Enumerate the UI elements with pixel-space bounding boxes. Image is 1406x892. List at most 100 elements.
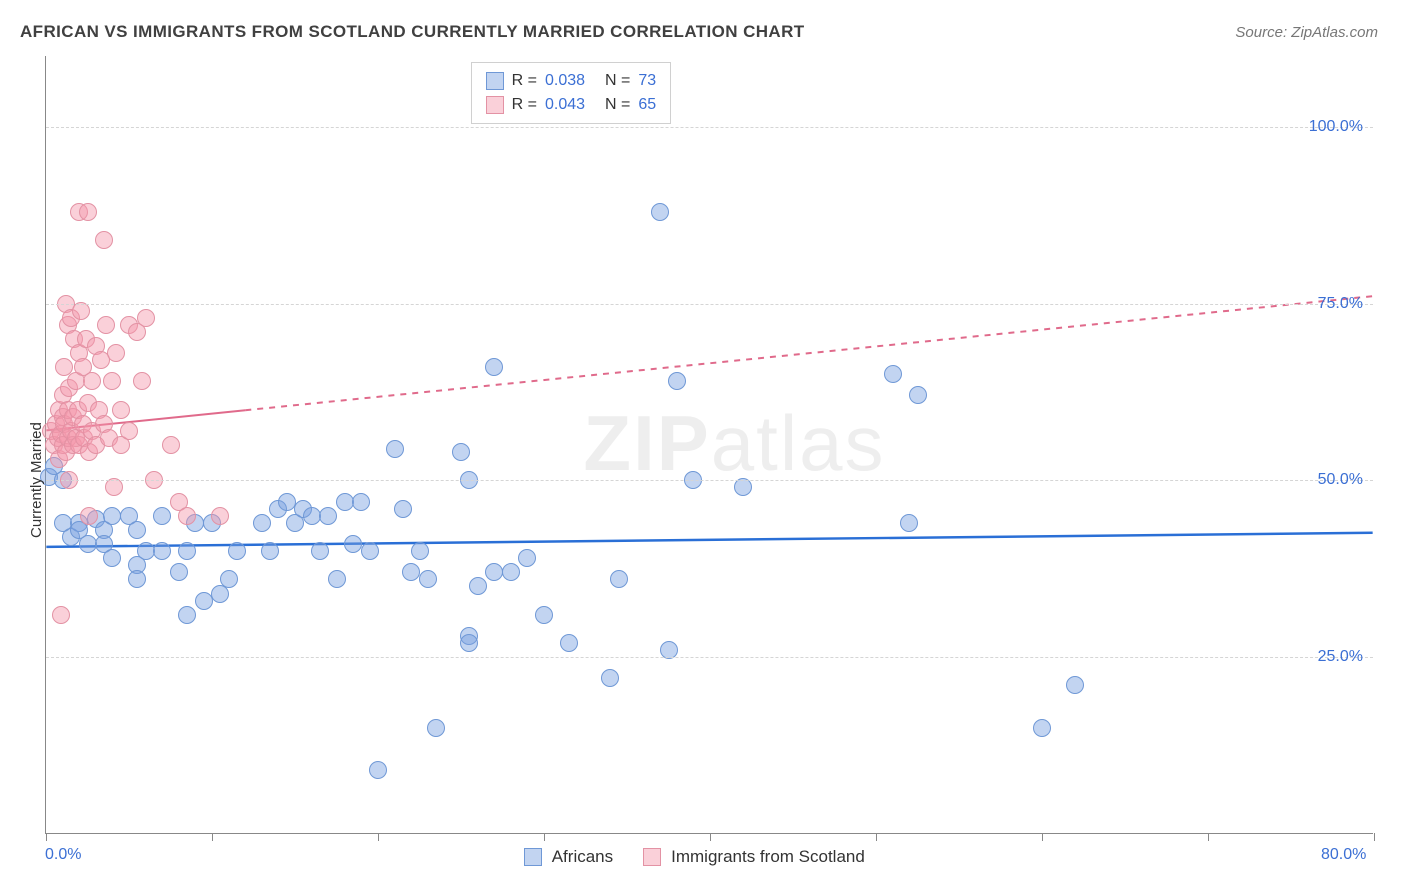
trend-line [245,296,1372,410]
data-point [411,542,429,560]
data-point [170,563,188,581]
legend-swatch [643,848,661,866]
x-tick [876,833,877,841]
data-point [319,507,337,525]
data-point [469,577,487,595]
data-point [79,203,97,221]
data-point [402,563,420,581]
x-tick [1208,833,1209,841]
data-point [120,422,138,440]
legend-series-item: Immigrants from Scotland [643,847,865,867]
gridline-h [46,304,1373,305]
data-point [107,344,125,362]
x-tick [378,833,379,841]
data-point [1033,719,1051,737]
data-point [162,436,180,454]
data-point [909,386,927,404]
data-point [153,542,171,560]
trend-lines-layer [46,56,1373,833]
data-point [137,309,155,327]
data-point [211,507,229,525]
gridline-h [46,480,1373,481]
data-point [601,669,619,687]
data-point [153,507,171,525]
scatter-plot-area: ZIPatlas R = 0.038N = 73R = 0.043N = 65 … [45,56,1373,834]
x-tick [46,833,47,841]
x-axis-min-label: 0.0% [45,846,81,864]
source-prefix: Source: [1235,24,1291,41]
data-point [195,592,213,610]
data-point [228,542,246,560]
data-point [103,372,121,390]
data-point [128,521,146,539]
chart-title: AFRICAN VS IMMIGRANTS FROM SCOTLAND CURR… [20,22,805,42]
data-point [668,372,686,390]
series-legend: Africans Immigrants from Scotland [524,847,865,867]
data-point [83,372,101,390]
y-tick-label: 25.0% [1303,648,1363,666]
data-point [336,493,354,511]
data-point [133,372,151,390]
legend-series-item: Africans [524,847,613,867]
x-tick [544,833,545,841]
data-point [394,500,412,518]
data-point [900,514,918,532]
legend-swatch [524,848,542,866]
data-point [344,535,362,553]
data-point [103,549,121,567]
x-tick [1042,833,1043,841]
data-point [303,507,321,525]
data-point [178,507,196,525]
legend-series-label: Africans [552,847,613,867]
data-point [79,535,97,553]
data-point [112,401,130,419]
data-point [452,443,470,461]
data-point [128,570,146,588]
data-point [97,316,115,334]
legend-series-label: Immigrants from Scotland [671,847,865,867]
data-point [220,570,238,588]
y-tick-label: 100.0% [1303,118,1363,136]
data-point [80,507,98,525]
data-point [369,761,387,779]
data-point [535,606,553,624]
data-point [884,365,902,383]
data-point [178,542,196,560]
data-point [518,549,536,567]
data-point [485,563,503,581]
data-point [460,634,478,652]
data-point [137,542,155,560]
data-point [328,570,346,588]
data-point [610,570,628,588]
data-point [103,507,121,525]
x-tick [1374,833,1375,841]
data-point [1066,676,1084,694]
trend-line [46,533,1372,547]
data-point [560,634,578,652]
data-point [419,570,437,588]
data-point [427,719,445,737]
y-axis-label: Currently Married [28,422,45,538]
data-point [361,542,379,560]
x-tick [710,833,711,841]
data-point [95,231,113,249]
x-axis-max-label: 80.0% [1321,846,1366,864]
gridline-h [46,657,1373,658]
data-point [52,606,70,624]
data-point [253,514,271,532]
source-name: ZipAtlas.com [1291,24,1378,41]
y-tick-label: 75.0% [1303,295,1363,313]
x-tick [212,833,213,841]
data-point [386,440,404,458]
source-attribution: Source: ZipAtlas.com [1235,24,1378,41]
data-point [502,563,520,581]
data-point [485,358,503,376]
data-point [261,542,279,560]
data-point [651,203,669,221]
data-point [352,493,370,511]
gridline-h [46,127,1373,128]
data-point [278,493,296,511]
y-tick-label: 50.0% [1303,471,1363,489]
data-point [178,606,196,624]
data-point [311,542,329,560]
